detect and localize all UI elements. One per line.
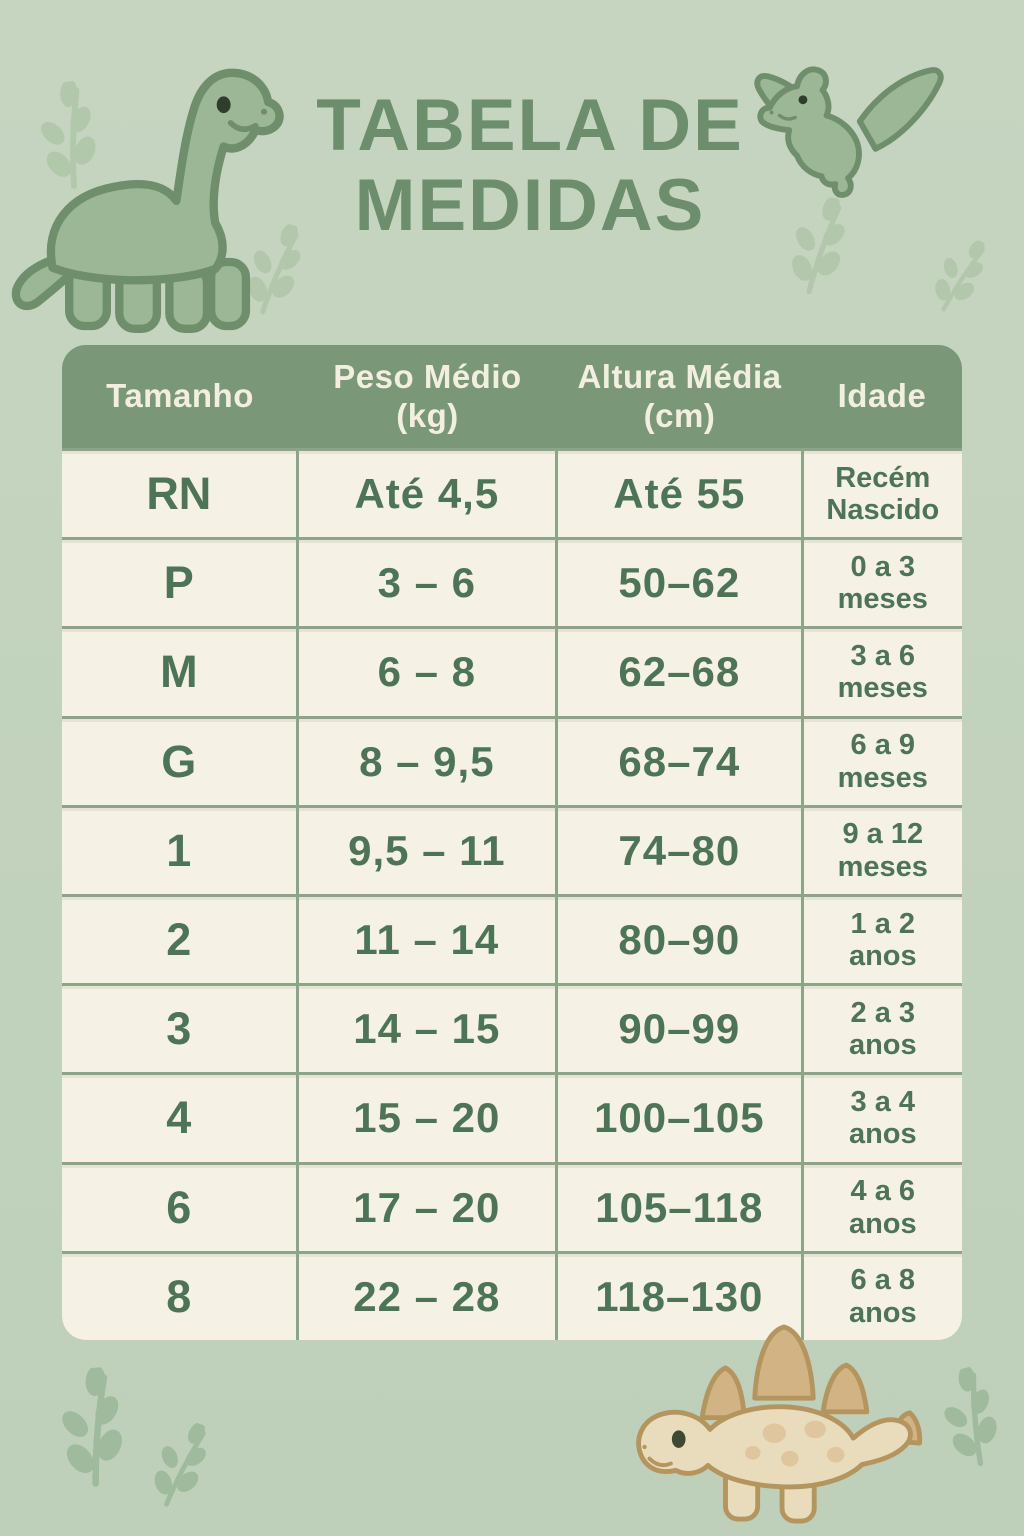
cell-size: 2 (62, 896, 296, 984)
cell-size: 4 (62, 1075, 296, 1162)
pterodactyl-icon (754, 66, 944, 198)
cell-height: 68–74 (558, 718, 801, 805)
leaf-sprig-icon (918, 228, 1002, 324)
column-header-altura-media: Altura Média (cm) (577, 357, 782, 434)
cell-size: 1 (62, 807, 296, 894)
cell-age: 1 a 2 anos (803, 896, 962, 984)
cell-height: Até 55 (558, 451, 801, 538)
cell-age: 2 a 3 anos (803, 986, 962, 1073)
cell-age: 9 a 12 meses (803, 807, 962, 894)
cell-height: 105–118 (558, 1164, 801, 1251)
cell-size: RN (62, 451, 296, 538)
table-header: Tamanho Peso Médio (kg) Altura Média (cm… (62, 345, 962, 448)
cell-height: 80–90 (558, 896, 801, 984)
cell-height: 90–99 (558, 986, 801, 1073)
cell-size: M (62, 629, 296, 716)
cell-size: G (62, 718, 296, 805)
cell-age: 6 a 8 anos (803, 1253, 962, 1340)
column-header-tamanho: Tamanho (106, 377, 254, 415)
cell-weight: 8 – 9,5 (298, 718, 556, 805)
cell-height: 118–130 (558, 1253, 801, 1340)
column-header-idade: Idade (837, 377, 927, 415)
stegosaurus-icon (636, 1324, 923, 1524)
cell-age: Recém Nascido (803, 451, 962, 538)
cell-age: 4 a 6 anos (803, 1164, 962, 1251)
brontosaurus-icon (11, 68, 284, 333)
page-title: TABELA DE MEDIDAS (270, 85, 790, 247)
cell-weight: 22 – 28 (298, 1253, 556, 1340)
cell-size: 3 (62, 986, 296, 1073)
cell-size: 6 (62, 1164, 296, 1251)
leaf-sprig-icon (927, 1362, 1015, 1475)
column-header-peso-medio: Peso Médio (kg) (333, 357, 522, 434)
cell-weight: 17 – 20 (298, 1164, 556, 1251)
cell-weight: 15 – 20 (298, 1075, 556, 1162)
cell-weight: 11 – 14 (298, 896, 556, 984)
cell-height: 62–68 (558, 629, 801, 716)
cell-height: 74–80 (558, 807, 801, 894)
page-title-line2: MEDIDAS (354, 165, 706, 247)
cell-weight: 3 – 6 (298, 540, 556, 627)
size-chart-table: Tamanho Peso Médio (kg) Altura Média (cm… (62, 345, 962, 1340)
cell-weight: 14 – 15 (298, 986, 556, 1073)
cell-age: 0 a 3 meses (803, 540, 962, 627)
cell-weight: 9,5 – 11 (298, 807, 556, 894)
cell-size: 8 (62, 1253, 296, 1340)
cell-height: 50–62 (558, 540, 801, 627)
leaf-sprig-icon (47, 1365, 139, 1492)
cell-height: 100–105 (558, 1075, 801, 1162)
cell-weight: 6 – 8 (298, 629, 556, 716)
cell-age: 6 a 9 meses (803, 718, 962, 805)
cell-age: 3 a 6 meses (803, 629, 962, 716)
cell-age: 3 a 4 anos (803, 1075, 962, 1162)
cell-weight: Até 4,5 (298, 451, 556, 538)
page-title-line1: TABELA DE (316, 85, 744, 166)
leaf-sprig-icon (136, 1412, 227, 1518)
cell-size: P (62, 540, 296, 627)
